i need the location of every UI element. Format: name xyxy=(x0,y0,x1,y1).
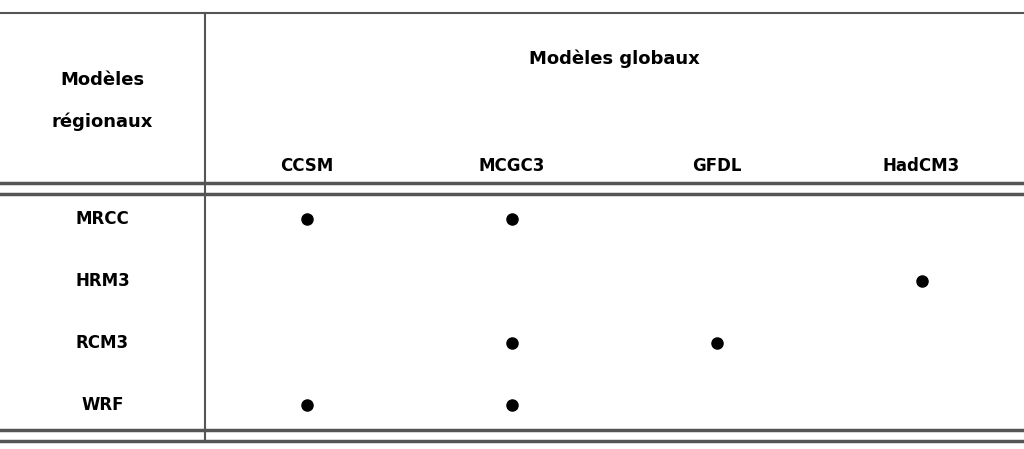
Text: RCM3: RCM3 xyxy=(76,334,129,352)
Text: HRM3: HRM3 xyxy=(75,272,130,290)
Text: WRF: WRF xyxy=(81,396,124,414)
Text: GFDL: GFDL xyxy=(692,157,741,175)
Text: HadCM3: HadCM3 xyxy=(883,157,961,175)
Text: Modèles globaux: Modèles globaux xyxy=(529,49,699,68)
Text: CCSM: CCSM xyxy=(281,157,334,175)
Text: Modèles

régionaux: Modèles régionaux xyxy=(52,71,153,131)
Text: MCGC3: MCGC3 xyxy=(479,157,545,175)
Text: MRCC: MRCC xyxy=(76,211,129,229)
